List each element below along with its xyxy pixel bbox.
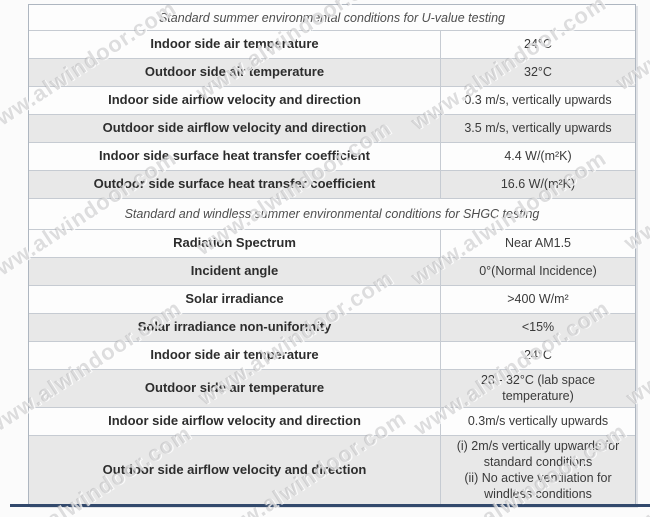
table-row: Outdoor side air temperature 23 - 32°C (l… (29, 370, 635, 408)
table-row: Indoor side air temperature 24°C (29, 31, 635, 59)
row-label: Solar irradiance non-uniformity (29, 314, 441, 341)
row-value: 0.3m/s vertically upwards (467, 413, 609, 428)
row-label: Outdoor side airflow velocity and direct… (29, 435, 441, 505)
row-label: Indoor side surface heat transfer coeffi… (29, 143, 441, 170)
table-row: Indoor side airflow velocity and directi… (29, 407, 635, 436)
row-label: Indoor side airflow velocity and directi… (29, 407, 441, 435)
row-value: 4.4 W/(m²K) (504, 149, 572, 164)
row-label: Outdoor side surface heat transfer coeff… (29, 171, 441, 198)
row-label: Outdoor side air temperature (29, 370, 441, 407)
conditions-table: Standard summer environmental conditions… (28, 4, 636, 506)
row-value: <15% (521, 320, 555, 335)
section-title: Standard and windless summer environment… (29, 199, 635, 230)
row-label: Indoor side air temperature (29, 31, 441, 58)
row-value: 23 - 32°C (lab space temperature) (480, 373, 596, 404)
row-value: 24°C (524, 37, 552, 52)
row-label: Indoor side air temperature (29, 342, 441, 369)
row-label: Indoor side airflow velocity and directi… (29, 87, 441, 114)
table-row: Incident angle 0°(Normal Incidence) (29, 258, 635, 286)
row-value: >400 W/m² (507, 292, 569, 307)
table-row: Solar irradiance >400 W/m² (29, 286, 635, 314)
row-value: (i) 2m/s vertically upwards for standard… (456, 438, 620, 502)
table-row: Indoor side airflow velocity and directi… (29, 87, 635, 115)
bottom-divider-line (10, 504, 650, 507)
row-value: 16.6 W/(m²K) (500, 177, 576, 192)
table-row: Outdoor side airflow velocity and direct… (29, 115, 635, 143)
row-label: Outdoor side air temperature (29, 59, 441, 86)
section-title: Standard summer environmental conditions… (29, 5, 635, 31)
table-row: Solar irradiance non-uniformity <15% (29, 314, 635, 342)
table-row: Radiation Spectrum Near AM1.5 (29, 230, 635, 258)
row-label: Outdoor side airflow velocity and direct… (29, 115, 441, 142)
row-value: 0.3 m/s, vertically upwards (464, 93, 612, 108)
table-row: Outdoor side airflow velocity and direct… (29, 435, 635, 505)
row-value: 0°(Normal Incidence) (479, 264, 597, 279)
row-value: Near AM1.5 (504, 236, 571, 251)
row-label: Incident angle (29, 258, 441, 285)
table-row: Indoor side air temperature 24°C (29, 342, 635, 370)
table-row: Outdoor side air temperature 32°C (29, 59, 635, 87)
row-value: 32°C (524, 65, 552, 80)
row-value: 24°C (524, 348, 552, 363)
row-label: Solar irradiance (29, 286, 441, 313)
row-value: 3.5 m/s, vertically upwards (464, 121, 612, 136)
row-label: Radiation Spectrum (29, 230, 441, 257)
table-row: Outdoor side surface heat transfer coeff… (29, 171, 635, 199)
table-row: Indoor side surface heat transfer coeffi… (29, 143, 635, 171)
